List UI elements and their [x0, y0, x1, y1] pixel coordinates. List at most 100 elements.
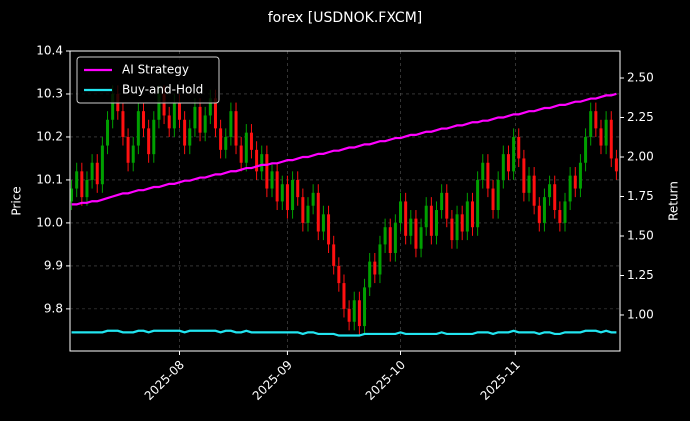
candle-body	[208, 98, 212, 116]
candle-body	[393, 222, 397, 254]
y2-tick-label: 2.00	[627, 150, 654, 164]
candle-body	[522, 158, 526, 193]
candle-body	[599, 128, 603, 146]
y-tick-label: 9.8	[44, 301, 63, 315]
candle-body	[460, 214, 464, 232]
candle-body	[260, 154, 264, 172]
candle-body	[321, 214, 325, 232]
candle-body	[147, 128, 151, 155]
plot-frame	[69, 50, 621, 352]
y2-tick-label: 2.50	[627, 71, 654, 85]
candle-body	[342, 283, 346, 309]
y-tick-label: 10.2	[36, 129, 63, 143]
candle-body	[388, 227, 392, 254]
candle-body	[265, 154, 269, 189]
candle-body	[167, 115, 171, 129]
candle-body	[486, 162, 490, 189]
candle-body	[280, 184, 284, 202]
candle-body	[347, 308, 351, 322]
candle-body	[491, 188, 495, 211]
x-tick-label: 2025-10	[363, 358, 408, 403]
candle-body	[537, 205, 541, 223]
candle-body	[455, 214, 459, 241]
candle-body	[126, 136, 130, 163]
candle-body	[121, 111, 125, 137]
candle-body	[450, 218, 454, 241]
candle-body	[332, 244, 336, 266]
candle-body	[311, 192, 315, 206]
candle-body	[106, 119, 110, 146]
candle-body	[327, 214, 331, 245]
candle-body	[558, 210, 562, 223]
y-tick-label: 10.1	[36, 172, 63, 186]
candle-body	[470, 201, 474, 228]
candle-body	[193, 106, 197, 129]
candle-body	[501, 154, 505, 180]
y-tick-label: 10.3	[36, 86, 63, 100]
candle-body	[512, 136, 516, 172]
y2-tick-label: 1.00	[627, 307, 654, 321]
candle-body	[249, 132, 253, 150]
candle-body	[270, 171, 274, 189]
candle-body	[614, 158, 618, 172]
candle-body	[239, 145, 243, 163]
candle-body	[553, 184, 557, 211]
candle-body	[532, 175, 536, 206]
candle-body	[368, 261, 372, 288]
candle-body	[496, 179, 500, 211]
candle-body	[409, 218, 413, 236]
candle-body	[316, 192, 320, 232]
candle-body	[542, 197, 546, 223]
y2-tick-label: 1.25	[627, 268, 654, 282]
candle-body	[183, 119, 187, 146]
candle-body	[399, 201, 403, 223]
candle-body	[527, 175, 531, 193]
candle-body	[131, 145, 135, 163]
candle-body	[306, 205, 310, 223]
candle-body	[440, 192, 444, 211]
candle-body	[445, 192, 449, 219]
candle-body	[414, 218, 418, 249]
y-tick-label: 10.4	[36, 44, 63, 58]
legend-label: AI Strategy	[122, 63, 189, 77]
candle-body	[563, 201, 567, 223]
candle-body	[434, 210, 438, 236]
legend-box	[76, 56, 220, 104]
candle-body	[75, 171, 79, 189]
line-series	[71, 92, 617, 206]
candle-body	[224, 136, 228, 150]
candle-body	[198, 106, 202, 133]
candle-body	[213, 98, 217, 129]
candle-body	[142, 111, 146, 129]
candle-body	[604, 119, 608, 146]
candle-body	[465, 201, 469, 232]
candle-body	[157, 93, 161, 120]
candle-body	[177, 102, 181, 120]
candle-body	[429, 205, 433, 236]
candle-body	[378, 244, 382, 275]
candle-body	[589, 111, 593, 137]
x-tick-label: 2025-09	[250, 358, 295, 403]
candle-body	[275, 171, 279, 202]
candle-body	[152, 119, 156, 155]
candle-body	[188, 128, 192, 146]
candle-body	[352, 300, 356, 322]
x-tick-label: 2025-08	[142, 358, 187, 403]
candle-body	[337, 265, 341, 284]
candle-body	[357, 300, 361, 327]
candle-body	[229, 111, 233, 137]
candle-body	[285, 184, 289, 211]
candle-body	[578, 162, 582, 189]
candle-body	[594, 111, 598, 129]
candle-body	[80, 171, 84, 198]
candle-body	[219, 128, 223, 150]
candle-body	[100, 145, 104, 185]
candle-body	[85, 179, 89, 198]
y2-tick-label: 1.50	[627, 228, 654, 242]
y-axis-label: Price	[10, 186, 24, 215]
candle-body	[573, 175, 577, 189]
candle-body	[363, 287, 367, 327]
candle-body	[255, 149, 259, 172]
candle-body	[476, 179, 480, 228]
